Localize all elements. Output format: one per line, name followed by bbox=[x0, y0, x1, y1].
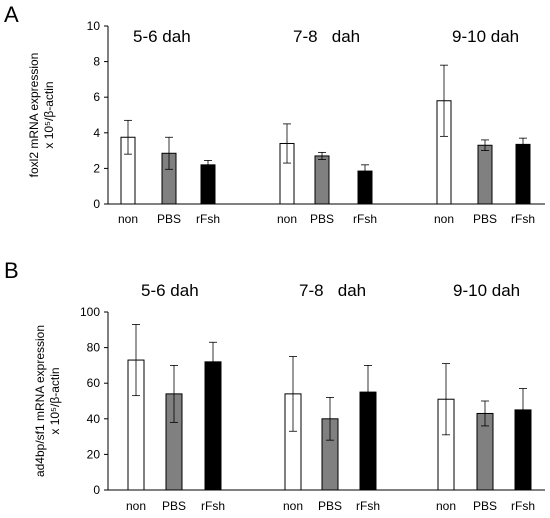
x-category-label: non bbox=[283, 499, 303, 513]
x-category-label: PBS bbox=[157, 212, 181, 226]
group-label: 5-6 dah bbox=[141, 281, 199, 300]
x-category-label: PBS bbox=[162, 499, 186, 513]
x-category-label: rFsh bbox=[511, 212, 535, 226]
y-tick-label: 10 bbox=[87, 19, 101, 33]
y-tick-label: 4 bbox=[93, 126, 100, 140]
x-category-label: PBS bbox=[310, 212, 334, 226]
y-axis-label: ad4bp/sf1 mRNA expression bbox=[33, 325, 47, 477]
y-tick-label: 20 bbox=[87, 447, 101, 461]
x-category-label: non bbox=[434, 212, 454, 226]
y-tick-label: 60 bbox=[87, 376, 101, 390]
y-tick-label: 2 bbox=[93, 161, 100, 175]
group-label: 7-8 dah bbox=[299, 281, 366, 300]
y-tick-label: 100 bbox=[80, 305, 100, 319]
x-category-label: rFsh bbox=[511, 499, 535, 513]
bar-PBS bbox=[314, 155, 330, 205]
x-category-label: rFsh bbox=[356, 499, 380, 513]
group-label: 5-6 dah bbox=[133, 27, 191, 46]
x-category-label: PBS bbox=[473, 499, 497, 513]
x-category-label: PBS bbox=[318, 499, 342, 513]
y-tick-label: 6 bbox=[93, 90, 100, 104]
y-tick-label: 8 bbox=[93, 55, 100, 69]
y-tick-label: 0 bbox=[93, 197, 100, 211]
bar-PBS bbox=[477, 144, 493, 205]
x-category-label: non bbox=[436, 499, 456, 513]
x-category-label: non bbox=[126, 499, 146, 513]
y-tick-label: 80 bbox=[87, 341, 101, 355]
y-axis-label-units: x 10⁵/β-actin bbox=[48, 367, 62, 434]
group-label: 9-10 dah bbox=[452, 27, 519, 46]
panel-letter-A: A bbox=[4, 2, 19, 27]
y-axis-label: foxl2 mRNA expression bbox=[27, 53, 41, 178]
x-category-label: non bbox=[118, 212, 138, 226]
y-axis-label-units: x 10⁵/β-actin bbox=[42, 81, 56, 148]
y-tick-label: 0 bbox=[93, 483, 100, 497]
x-category-label: PBS bbox=[473, 212, 497, 226]
x-category-label: non bbox=[277, 212, 297, 226]
x-category-label: rFsh bbox=[196, 212, 220, 226]
bar-rFsh bbox=[200, 164, 216, 205]
x-category-label: rFsh bbox=[353, 212, 377, 226]
group-label: 9-10 dah bbox=[453, 281, 520, 300]
y-tick-label: 40 bbox=[87, 412, 101, 426]
bar-rFsh bbox=[515, 143, 531, 205]
group-label: 7-8 dah bbox=[293, 27, 360, 46]
panel-letter-B: B bbox=[4, 258, 19, 283]
x-category-label: rFsh bbox=[201, 499, 225, 513]
